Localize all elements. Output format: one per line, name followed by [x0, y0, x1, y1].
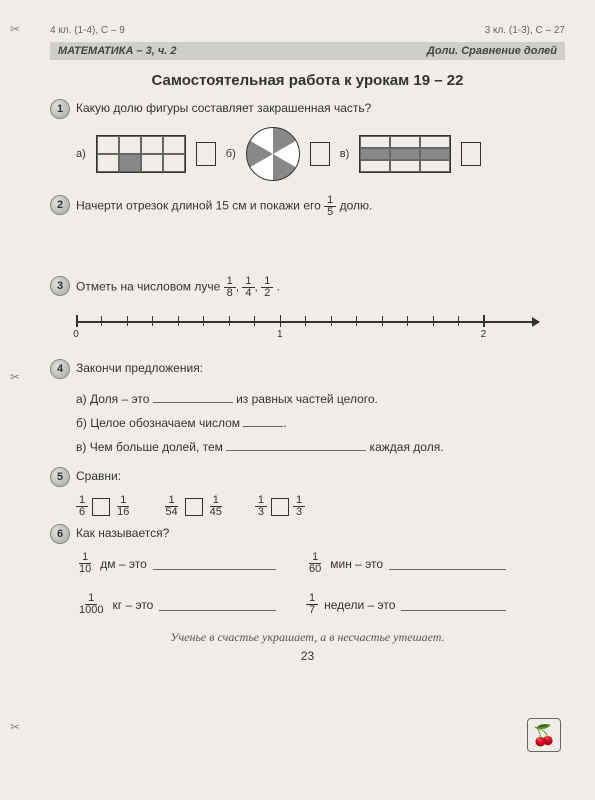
task-1: 1 Какую долю фигуры составляет закрашенн…	[50, 99, 565, 119]
task-number: 3	[50, 276, 70, 296]
compare-box[interactable]	[92, 498, 110, 516]
answer-box-a[interactable]	[196, 142, 216, 166]
fraction: 18	[224, 276, 236, 299]
cut-mark-mid: ✂	[10, 370, 20, 384]
label-c: в)	[340, 148, 350, 160]
name-item: 11000 кг – это	[76, 593, 276, 616]
header-left: 4 кл. (1-4), С – 9	[50, 25, 125, 36]
number-line: 0 1 2	[76, 313, 539, 343]
task-number: 2	[50, 195, 70, 215]
blank[interactable]	[153, 558, 276, 570]
name-item: 110 дм – это	[76, 552, 276, 575]
fraction: 15	[324, 195, 336, 218]
blank[interactable]	[159, 599, 276, 611]
task-text: Какую долю фигуры составляет закрашенная…	[76, 99, 565, 117]
task-number: 5	[50, 467, 70, 487]
cut-mark-bot: ✂	[10, 720, 20, 734]
task-text: Начерти отрезок длиной 15 см и покажи ег…	[76, 195, 565, 218]
header-right: 3 кл. (1-3), С – 27	[485, 25, 565, 36]
footer-quote: Ученье в счастье украшает, а в несчастье…	[50, 630, 565, 645]
figures-row: а) б) в)	[76, 127, 565, 181]
compare-item: 154 145	[162, 495, 225, 518]
compare-row: 16 116 154 145 13 13	[76, 495, 565, 518]
page-number: 23	[50, 649, 565, 663]
subject-band: МАТЕМАТИКА – 3, ч. 2 Доли. Сравнение дол…	[50, 42, 565, 60]
task-number: 1	[50, 99, 70, 119]
fraction: 14	[242, 276, 254, 299]
task-4: 4 Закончи предложения:	[50, 359, 565, 379]
names-grid: 110 дм – это 160 мин – это 11000 кг – эт…	[76, 552, 565, 616]
answer-box-c[interactable]	[461, 142, 481, 166]
blank[interactable]	[153, 391, 233, 403]
task-3: 3 Отметь на числовом луче 18, 14, 12 .	[50, 276, 565, 299]
fraction: 12	[261, 276, 273, 299]
figure-a	[96, 135, 186, 173]
band-right: Доли. Сравнение долей	[427, 45, 557, 57]
task-number: 4	[50, 359, 70, 379]
band-left: МАТЕМАТИКА – 3, ч. 2	[58, 45, 177, 57]
task-2: 2 Начерти отрезок длиной 15 см и покажи …	[50, 195, 565, 218]
figure-b-pie	[246, 127, 300, 181]
answer-box-b[interactable]	[310, 142, 330, 166]
blank[interactable]	[243, 415, 283, 427]
blank[interactable]	[389, 558, 506, 570]
top-header: 4 кл. (1-4), С – 9 3 кл. (1-3), С – 27	[50, 25, 565, 36]
cut-mark-top: ✂	[10, 22, 20, 36]
compare-box[interactable]	[185, 498, 203, 516]
figure-c	[359, 135, 451, 173]
compare-box[interactable]	[271, 498, 289, 516]
task-5: 5 Сравни:	[50, 467, 565, 487]
label-a: а)	[76, 148, 86, 160]
task-text: Сравни:	[76, 467, 565, 485]
compare-item: 13 13	[255, 495, 305, 518]
label-b: б)	[226, 148, 236, 160]
task-text: Как называется?	[76, 524, 565, 542]
cherry-icon: 🍒	[527, 718, 561, 752]
task-text: Закончи предложения:	[76, 359, 565, 377]
task-6: 6 Как называется?	[50, 524, 565, 544]
compare-item: 16 116	[76, 495, 132, 518]
name-item: 160 мин – это	[306, 552, 506, 575]
blank[interactable]	[226, 439, 366, 451]
blank[interactable]	[401, 599, 506, 611]
task-text: Отметь на числовом луче 18, 14, 12 .	[76, 276, 565, 299]
name-item: 17 недели – это	[306, 593, 506, 616]
task-number: 6	[50, 524, 70, 544]
page-title: Самостоятельная работа к урокам 19 – 22	[50, 72, 565, 89]
fill-blanks: а) Доля – это из равных частей целого. б…	[76, 387, 565, 459]
